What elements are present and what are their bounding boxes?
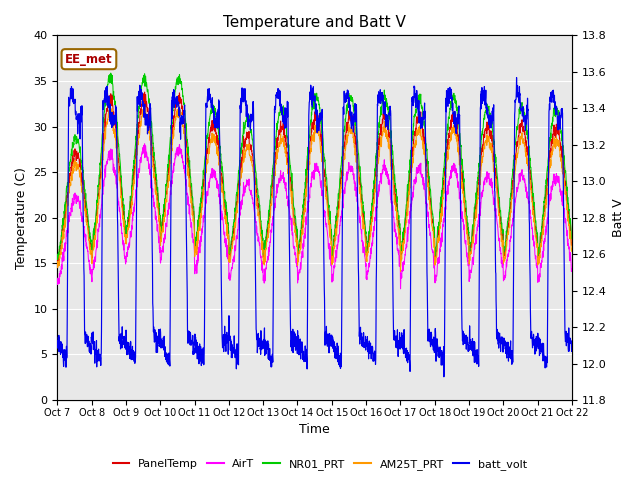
X-axis label: Time: Time xyxy=(300,423,330,436)
Y-axis label: Batt V: Batt V xyxy=(612,198,625,237)
Text: EE_met: EE_met xyxy=(65,53,113,66)
Title: Temperature and Batt V: Temperature and Batt V xyxy=(223,15,406,30)
Legend: PanelTemp, AirT, NR01_PRT, AM25T_PRT, batt_volt: PanelTemp, AirT, NR01_PRT, AM25T_PRT, ba… xyxy=(108,455,532,474)
Y-axis label: Temperature (C): Temperature (C) xyxy=(15,167,28,269)
